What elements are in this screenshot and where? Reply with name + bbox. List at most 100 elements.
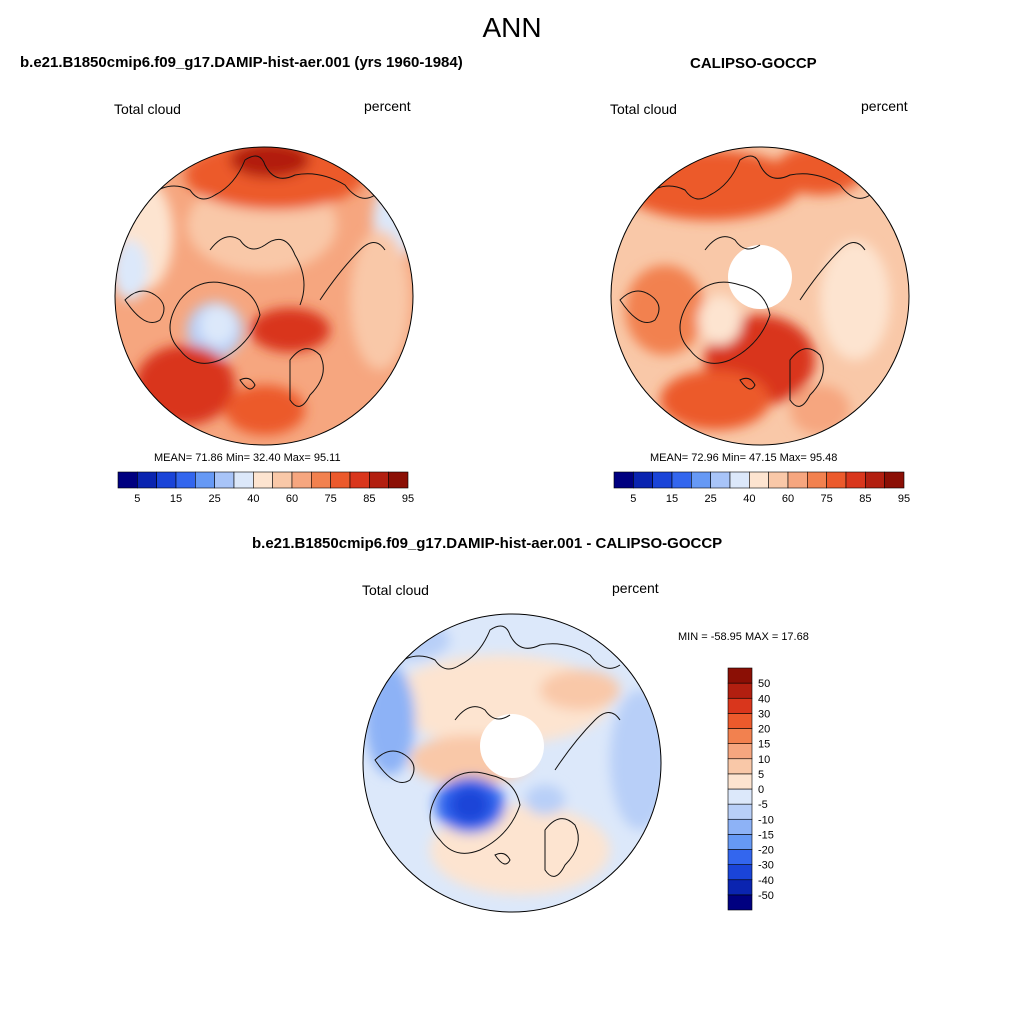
panel2-polar-gap	[728, 245, 792, 309]
panel3-title: b.e21.B1850cmip6.f09_g17.DAMIP-hist-aer.…	[252, 535, 723, 552]
panel2-map-field	[620, 147, 890, 435]
panel3-colorbar-tick-label: 50	[758, 678, 770, 690]
panel2-colorbar-swatch	[826, 471, 847, 489]
panel3-colorbar-swatch	[727, 849, 753, 865]
panel1-units: percent	[364, 98, 411, 114]
panel2-colorbar-tick-label: 40	[743, 493, 755, 505]
panel3-colorbar-tick-label: -30	[758, 860, 774, 872]
panel1-colorbar-swatch	[253, 471, 273, 489]
panel3-colorbar-swatch	[727, 713, 753, 729]
panel2-colorbar-swatch	[691, 471, 711, 489]
panel2-colorbar-tick-label: 85	[859, 493, 871, 505]
panel2-colorbar-swatch	[865, 471, 885, 489]
panel2-colorbar-tick-label: 60	[782, 493, 794, 505]
panel3-colorbar-swatch	[727, 894, 753, 911]
panel2-colorbar-swatch	[807, 471, 827, 489]
panel1-colorbar-swatch	[311, 471, 331, 489]
panel1-colorbar-tick-label: 25	[209, 493, 221, 505]
panel3-colorbar-swatch	[727, 818, 753, 835]
panel3-colorbar-tick-label: -50	[758, 890, 774, 902]
panel1-colorbar-tick-label: 85	[363, 493, 375, 505]
panel3-colorbar-tick-label: -40	[758, 875, 774, 887]
panel3-colorbar-tick-label: -15	[758, 829, 774, 841]
panel2-colorbar-swatch	[671, 471, 692, 489]
panel3-colorbar-swatch	[727, 773, 753, 790]
panel3-stats: MIN = -58.95 MAX = 17.68	[678, 631, 809, 643]
panel3-colorbar-tick-label: 5	[758, 769, 764, 781]
panel1-colorbar-swatch	[156, 471, 177, 489]
panel2-colorbar-swatch	[613, 471, 634, 489]
panel2-units: percent	[861, 98, 908, 114]
panel2-stats: MEAN= 72.96 Min= 47.15 Max= 95.48	[650, 452, 838, 464]
panel2-colorbar-swatch	[652, 471, 673, 489]
panel3-colorbar-tick-label: 20	[758, 724, 770, 736]
panel1-variable: Total cloud	[114, 101, 181, 117]
panel3-colorbar-tick-label: 10	[758, 754, 770, 766]
panel2-colorbar-swatch	[749, 471, 769, 489]
panel3-colorbar-tick-label: 0	[758, 784, 764, 796]
panel2-colorbar-swatch	[787, 471, 808, 489]
panel1-colorbar-tick-label: 5	[134, 493, 140, 505]
panel1-stats: MEAN= 71.86 Min= 32.40 Max= 95.11	[154, 452, 341, 464]
panel2-variable: Total cloud	[610, 101, 677, 117]
panel2-title: CALIPSO-GOCCP	[690, 55, 817, 72]
figure-title: ANN	[482, 12, 542, 43]
panel2-colorbar-tick-label: 5	[630, 493, 636, 505]
panel3-colorbar-tick-label: -5	[758, 799, 768, 811]
panel3-colorbar-swatch	[727, 697, 753, 714]
panel3-colorbar-swatch	[727, 682, 753, 699]
panel1-colorbar-swatch	[175, 471, 196, 489]
panel3-colorbar-tick-label: -10	[758, 814, 774, 826]
panel2-colorbar-swatch	[710, 471, 731, 489]
panel2-colorbar-swatch	[768, 471, 789, 489]
panel2-colorbar-swatch	[633, 471, 653, 489]
panel3-colorbar-swatch	[727, 743, 753, 760]
panel1-colorbar-swatch	[349, 471, 370, 489]
panel1-colorbar-tick-label: 40	[247, 493, 259, 505]
panel3-colorbar-swatch	[727, 758, 753, 775]
panel1-colorbar-swatch	[137, 471, 157, 489]
panel1-colorbar-tick-label: 15	[170, 493, 182, 505]
panel1-colorbar-swatch	[214, 471, 235, 489]
panel3-polar-gap	[480, 714, 544, 778]
panel3-colorbar-swatch	[727, 803, 753, 820]
panel1-colorbar-swatch	[369, 471, 389, 489]
panel3-colorbar-swatch	[727, 834, 753, 850]
panel3-colorbar-swatch	[727, 788, 753, 805]
panel3-colorbar-swatch	[727, 667, 753, 684]
panel1-colorbar-swatch	[388, 471, 409, 489]
panel1-colorbar-swatch	[272, 471, 293, 489]
panel2-colorbar-tick-label: 25	[705, 493, 717, 505]
panel1-colorbar-swatch	[117, 471, 138, 489]
panel1-map-border	[114, 146, 414, 446]
panel3-map	[363, 614, 661, 912]
panel1-colorbar-swatch	[291, 471, 312, 489]
panel1-colorbar: 5 15 25 40 60 75 85 95	[117, 471, 414, 505]
panel3-colorbar-tick-label: 40	[758, 693, 770, 705]
panel3-colorbar-tick-label: -20	[758, 845, 774, 857]
panel3-colorbar-swatch	[727, 879, 753, 896]
panel2-colorbar-swatch	[845, 471, 866, 489]
panel3-colorbar-swatch	[727, 864, 753, 881]
panel1-coastlines	[124, 155, 386, 407]
panel3-colorbar-tick-label: 30	[758, 708, 770, 720]
panel3-coastlines	[374, 625, 621, 877]
panel2-colorbar-tick-label: 75	[821, 493, 833, 505]
panel2-colorbar-tick-label: 95	[898, 493, 910, 505]
panel1-colorbar-tick-label: 60	[286, 493, 298, 505]
panel2-map-border	[610, 146, 910, 446]
panel1-colorbar-tick-label: 75	[325, 493, 337, 505]
panel3-colorbar-swatch	[727, 728, 753, 744]
panel1-colorbar-swatch	[330, 471, 351, 489]
panel2-colorbar-swatch	[729, 471, 750, 489]
panel2-colorbar-swatch	[884, 471, 905, 489]
panel3-variable: Total cloud	[362, 582, 429, 598]
panel3-units: percent	[612, 580, 659, 596]
panel2-coastlines	[619, 155, 871, 407]
panel1-colorbar-tick-label: 95	[402, 493, 414, 505]
panel2-colorbar-tick-label: 15	[666, 493, 678, 505]
panel2-colorbar: 5 15 25 40 60 75 85 95	[613, 471, 910, 505]
panel1-title: b.e21.B1850cmip6.f09_g17.DAMIP-hist-aer.…	[20, 54, 463, 71]
